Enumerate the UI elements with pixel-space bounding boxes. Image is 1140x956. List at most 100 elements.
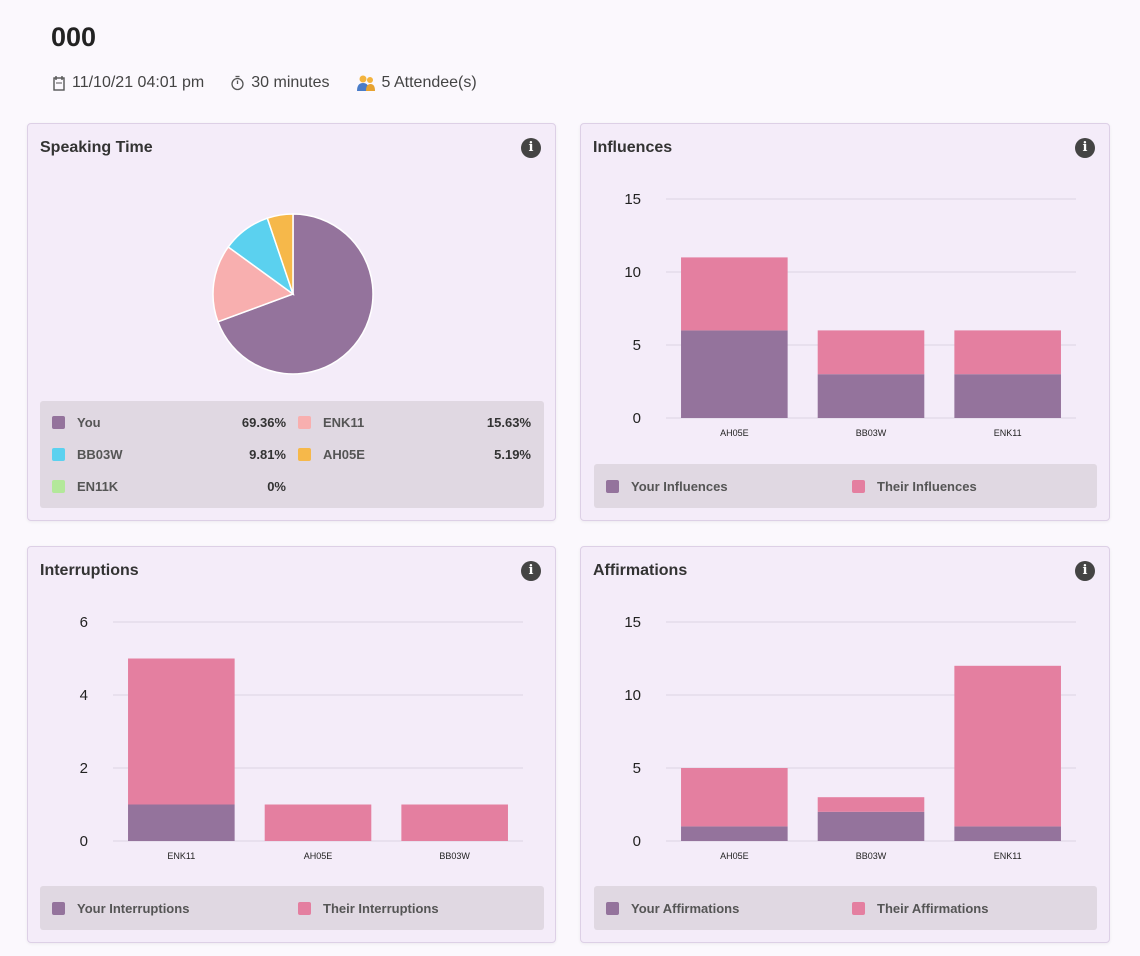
legend-swatch: [852, 902, 865, 915]
x-tick-label: ENK11: [994, 851, 1022, 861]
influences-title: Influences: [593, 139, 673, 156]
meeting-duration: 30 minutes: [230, 74, 330, 92]
y-tick-label: 5: [633, 337, 641, 354]
y-tick-label: 10: [624, 687, 641, 704]
legend-label: Your Interruptions: [77, 901, 190, 916]
bar-their-enk11[interactable]: [954, 330, 1061, 375]
legend-value-ah05e: 5.19%: [494, 447, 531, 462]
bar-their-ah05e[interactable]: [681, 257, 788, 331]
y-tick-label: 0: [80, 833, 88, 850]
legend-item-your-affirmations: Your Affirmations: [606, 901, 739, 916]
info-icon[interactable]: i: [1075, 561, 1095, 581]
legend-label: You: [77, 415, 101, 430]
legend-swatch: [298, 902, 311, 915]
pie-slice-you[interactable]: [216, 213, 374, 375]
legend-swatch: [52, 480, 65, 493]
bar-your-ah05e[interactable]: [681, 330, 788, 418]
legend-label: Their Affirmations: [877, 901, 989, 916]
y-tick-label: 15: [624, 614, 641, 631]
legend-label: Your Influences: [631, 479, 728, 494]
speaking-time-legend: You 69.36% ENK11 15.63% BB03W 9.81% AH05…: [40, 401, 544, 508]
affirmations-title: Affirmations: [593, 562, 688, 579]
legend-label: Your Affirmations: [631, 901, 740, 916]
y-tick-label: 4: [80, 687, 88, 704]
influences-card: Influences i 0 5 10 15 AH05E BB03W ENK11 Your …: [580, 123, 1110, 521]
x-tick-label: ENK11: [994, 428, 1022, 438]
y-tick-label: 5: [633, 760, 641, 777]
legend-swatch: [52, 416, 65, 429]
legend-item-your-influences: Your Influences: [606, 479, 728, 494]
x-tick-label: AH05E: [720, 428, 749, 438]
bar-your-bb03w[interactable]: [817, 374, 925, 418]
bar-your-ah05e[interactable]: [681, 826, 788, 841]
legend-item-their-affirmations: Their Affirmations: [852, 901, 988, 916]
info-icon[interactable]: i: [521, 561, 541, 581]
bar-their-bb03w[interactable]: [817, 330, 925, 375]
legend-item-their-interruptions: Their Interruptions: [298, 901, 439, 916]
bar-your-bb03w[interactable]: [817, 811, 925, 841]
meeting-datetime-text: 11/10/21 04:01 pm: [72, 74, 205, 91]
interruptions-bar-chart: 0 2 4 6 ENK11 AH05E BB03W: [80, 614, 523, 861]
legend-label: Their Influences: [877, 479, 977, 494]
legend-item-en11k: EN11K: [52, 479, 118, 494]
legend-item-bb03w: BB03W: [52, 447, 123, 462]
pie-slice-enk11[interactable]: [212, 245, 295, 323]
legend-label: AH05E: [323, 447, 365, 462]
x-tick-label: AH05E: [720, 851, 749, 861]
y-tick-label: 15: [624, 191, 641, 208]
interruptions-legend: Your Interruptions Their Interruptions: [40, 886, 544, 930]
legend-item-ah05e: AH05E: [298, 447, 365, 462]
speaking-time-pie: [212, 213, 374, 375]
bar-their-ah05e[interactable]: [264, 804, 372, 842]
legend-swatch: [298, 448, 311, 461]
interruptions-card: Interruptions i 0 2 4 6 ENK11 AH05E BB03W Your…: [27, 546, 556, 943]
legend-label: EN11K: [77, 479, 119, 494]
y-tick-label: 0: [633, 833, 641, 850]
meeting-attendees-text: 5 Attendee(s): [381, 74, 477, 91]
legend-swatch: [606, 480, 619, 493]
pie-slice-ah05e[interactable]: [266, 213, 294, 295]
bar-their-enk11[interactable]: [128, 658, 235, 805]
x-tick-label: BB03W: [856, 851, 887, 861]
legend-swatch: [52, 902, 65, 915]
legend-item-their-influences: Their Influences: [852, 479, 977, 494]
bar-their-ah05e[interactable]: [681, 768, 788, 827]
bar-your-enk11[interactable]: [954, 826, 1061, 841]
legend-item-your-interruptions: Your Interruptions: [52, 901, 189, 916]
speaking-time-card: Speaking Time i You 69.36% ENK11 15.63% …: [27, 123, 556, 521]
bar-your-enk11[interactable]: [954, 374, 1061, 418]
legend-swatch: [52, 448, 65, 461]
x-tick-label: ENK11: [167, 851, 195, 861]
x-tick-label: AH05E: [304, 851, 333, 861]
meeting-duration-text: 30 minutes: [251, 74, 330, 91]
stopwatch-icon: [230, 75, 245, 91]
legend-swatch: [606, 902, 619, 915]
info-icon[interactable]: i: [1075, 138, 1095, 158]
bar-their-bb03w[interactable]: [401, 804, 508, 842]
y-tick-label: 2: [80, 760, 88, 777]
y-tick-label: 6: [80, 614, 88, 631]
legend-swatch: [298, 416, 311, 429]
bar-their-enk11[interactable]: [954, 665, 1061, 827]
x-tick-label: BB03W: [856, 428, 887, 438]
y-tick-label: 0: [633, 410, 641, 427]
legend-item-enk11: ENK11: [298, 415, 364, 430]
x-tick-label: BB03W: [439, 851, 470, 861]
meeting-meta: 11/10/21 04:01 pm 30 minutes 5 Attendee(…: [52, 74, 503, 92]
meeting-datetime: 11/10/21 04:01 pm: [52, 74, 204, 92]
bar-their-bb03w[interactable]: [817, 797, 925, 812]
y-tick-label: 10: [624, 264, 641, 281]
legend-value-enk11: 15.63%: [486, 415, 531, 430]
legend-label: BB03W: [77, 447, 123, 462]
affirmations-card: Affirmations i 0 5 10 15 AH05E BB03W ENK11 You…: [580, 546, 1110, 943]
info-icon[interactable]: i: [521, 138, 541, 158]
legend-value-you: 69.36%: [241, 415, 286, 430]
legend-value-bb03w: 9.81%: [249, 447, 286, 462]
bar-your-enk11[interactable]: [128, 804, 235, 842]
influences-bar-chart: 0 5 10 15 AH05E BB03W ENK11: [624, 191, 1076, 438]
interruptions-title: Interruptions: [40, 562, 139, 579]
speaking-time-title: Speaking Time: [40, 139, 153, 156]
influences-legend: Your Influences Their Influences: [594, 464, 1097, 508]
page-title: 000: [51, 22, 97, 52]
legend-label: ENK11: [323, 415, 365, 430]
